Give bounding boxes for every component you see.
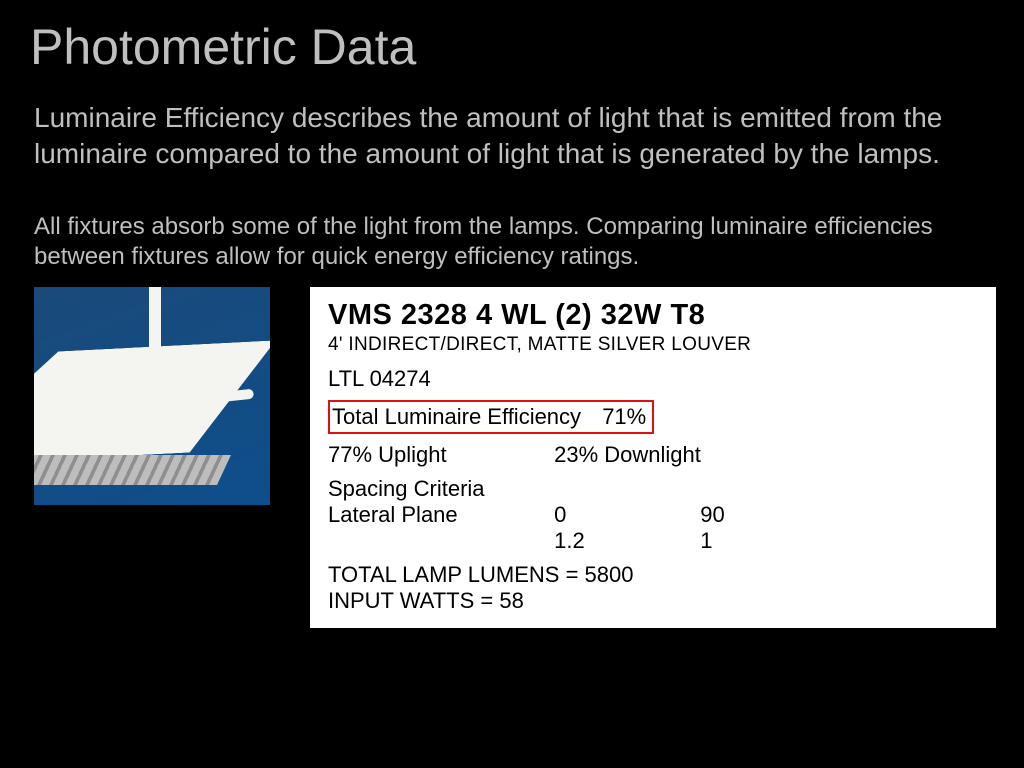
datasheet-model: VMS 2328 4 WL (2) 32W T8 [328, 299, 978, 332]
spacing-val-0: 1.2 [554, 528, 694, 554]
totals-block: TOTAL LAMP LUMENS = 5800 INPUT WATTS = 5… [328, 562, 978, 614]
spacing-criteria-label: Spacing Criteria [328, 476, 978, 502]
spacing-col-90: 90 [700, 502, 724, 528]
uplight-value: 77% Uplight [328, 442, 548, 468]
spacing-value-row: 1.2 1 [328, 528, 978, 554]
detail-paragraph: All fixtures absorb some of the light fr… [0, 172, 1024, 273]
uplight-downlight-row: 77% Uplight 23% Downlight [328, 442, 978, 468]
luminaire-photo [34, 287, 270, 505]
datasheet-catalog: LTL 04274 [328, 366, 978, 392]
spacing-row-label: Lateral Plane [328, 502, 548, 528]
spacing-header-row: Lateral Plane 0 90 [328, 502, 978, 528]
luminaire-louver-shape [34, 455, 231, 485]
datasheet-panel: VMS 2328 4 WL (2) 32W T8 4' INDIRECT/DIR… [310, 287, 996, 628]
efficiency-value: 71% [602, 404, 646, 429]
content-row: VMS 2328 4 WL (2) 32W T8 4' INDIRECT/DIR… [0, 273, 1024, 628]
spacing-col-0: 0 [554, 502, 694, 528]
downlight-value: 23% Downlight [554, 442, 701, 467]
spacing-val-90: 1 [700, 528, 712, 554]
total-lamp-lumens: TOTAL LAMP LUMENS = 5800 [328, 562, 978, 588]
efficiency-label: Total Luminaire Efficiency [332, 404, 581, 429]
input-watts: INPUT WATTS = 58 [328, 588, 978, 614]
page-title: Photometric Data [0, 0, 1024, 76]
spacing-criteria-block: Spacing Criteria Lateral Plane 0 90 1.2 … [328, 476, 978, 554]
intro-paragraph: Luminaire Efficiency describes the amoun… [0, 76, 1024, 172]
efficiency-highlight-box: Total Luminaire Efficiency 71% [328, 400, 654, 434]
datasheet-description: 4' INDIRECT/DIRECT, MATTE SILVER LOUVER [328, 334, 978, 356]
